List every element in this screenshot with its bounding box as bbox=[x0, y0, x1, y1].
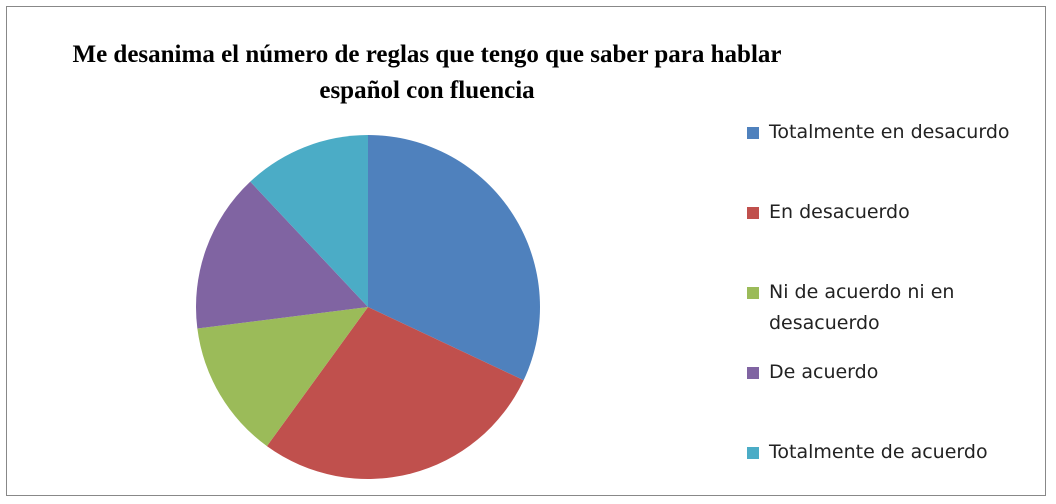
legend-item: Totalmente de acuerdo bbox=[747, 437, 1047, 468]
legend-swatch bbox=[747, 367, 759, 379]
legend-label: Ni de acuerdo ni en desacuerdo bbox=[769, 281, 955, 334]
legend-item: De acuerdo bbox=[747, 357, 1047, 388]
legend-swatch bbox=[747, 207, 759, 219]
pie-slice bbox=[250, 135, 368, 307]
legend-item: Ni de acuerdo ni en desacuerdo bbox=[747, 277, 1047, 339]
legend-label: Totalmente de acuerdo bbox=[769, 441, 988, 463]
legend-label: De acuerdo bbox=[769, 361, 879, 383]
pie-chart bbox=[196, 135, 540, 479]
legend-swatch bbox=[747, 447, 759, 459]
legend-swatch bbox=[747, 127, 759, 139]
pie-slice bbox=[368, 135, 540, 381]
pie-slice bbox=[266, 307, 524, 479]
legend-label: Totalmente en desacurdo bbox=[769, 121, 1010, 143]
pie-slice bbox=[196, 181, 368, 329]
legend-swatch bbox=[747, 287, 759, 299]
chart-title: Me desanima el número de reglas que teng… bbox=[72, 41, 782, 104]
pie-slice bbox=[197, 307, 368, 447]
legend-item: Totalmente en desacurdo bbox=[747, 117, 1047, 148]
legend-label: En desacuerdo bbox=[769, 201, 910, 223]
legend-item: En desacuerdo bbox=[747, 197, 1047, 228]
chart-frame: Me desanima el número de reglas que teng… bbox=[6, 6, 1046, 496]
